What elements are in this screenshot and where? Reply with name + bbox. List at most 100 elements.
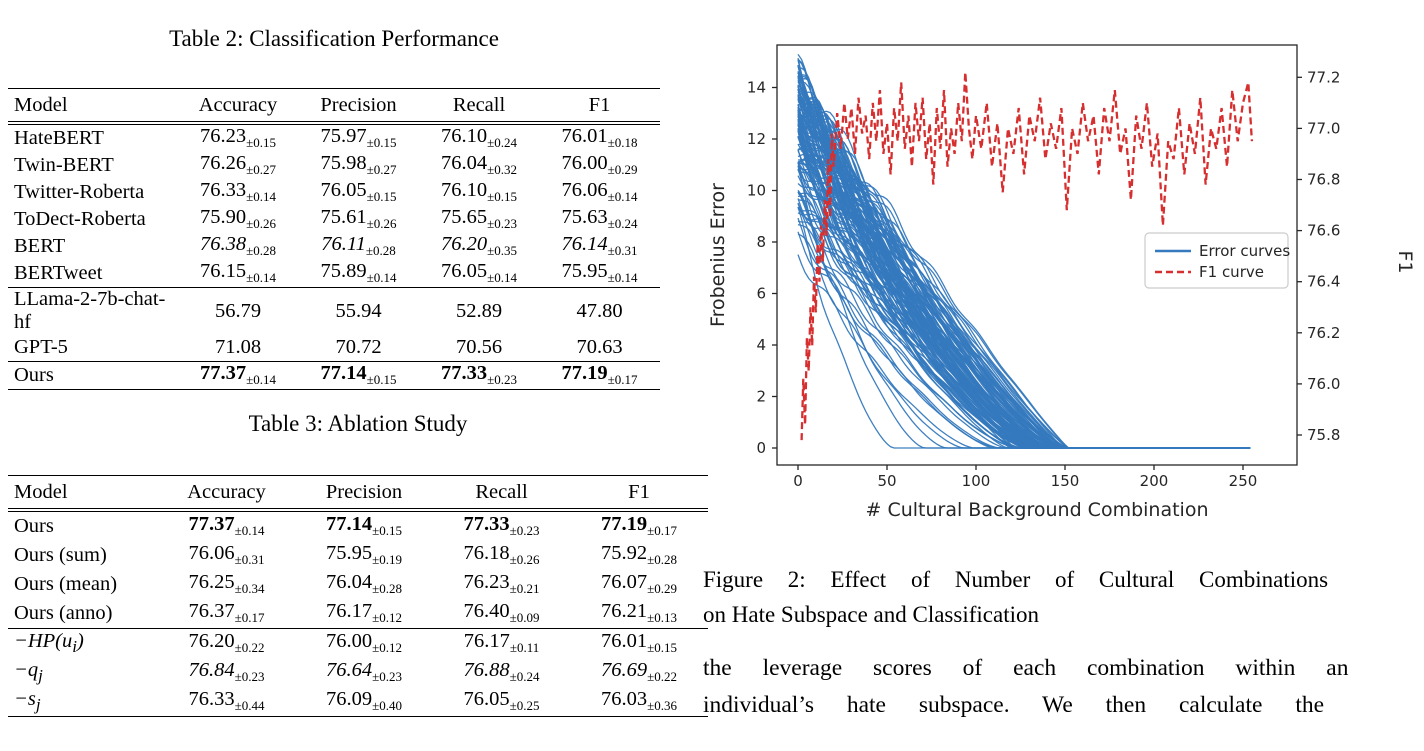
table3-body: Ours 77.37±0.14 77.14±0.15 77.33±0.23 77.19±… bbox=[8, 510, 708, 717]
col-header-recall: Recall bbox=[452, 94, 506, 116]
axis-ticks: 0 50 100 150 200 250 0 2 4 6 8 10 12 14 75.8 76.0 76.2 76… bbox=[747, 68, 1341, 490]
cell-value: 76.17±0.11 bbox=[463, 630, 540, 656]
cell-value: 76.84±0.23 bbox=[188, 659, 265, 685]
cell-value: 76.38±0.28 bbox=[199, 233, 276, 259]
cell-value: 76.09±0.40 bbox=[325, 688, 402, 714]
cell-value: 76.05±0.15 bbox=[320, 179, 397, 205]
cell-model: GPT-5 bbox=[14, 336, 68, 358]
cell-value: 76.03±0.36 bbox=[600, 688, 677, 714]
cell-value: 76.88±0.24 bbox=[463, 659, 540, 685]
col-header-f1: F1 bbox=[628, 481, 650, 503]
cell-model: HateBERT bbox=[14, 127, 104, 149]
cell-model: Ours (sum) bbox=[14, 544, 107, 566]
x-tick-label: 250 bbox=[1229, 472, 1258, 490]
left-y-tick-label: 12 bbox=[747, 130, 766, 148]
left-y-tick-label: 6 bbox=[756, 285, 766, 303]
cell-value: 70.63 bbox=[576, 336, 623, 358]
cell-value: 76.15±0.14 bbox=[199, 260, 276, 286]
body-text-line1: the leverage scores of each combination … bbox=[703, 655, 1349, 681]
left-y-tick-label: 8 bbox=[756, 233, 766, 251]
table-row: Ours (anno) 76.37±0.17 76.17±0.12 76.40±0.0… bbox=[8, 599, 708, 629]
cell-value: 75.98±0.27 bbox=[320, 152, 397, 178]
figure2-caption-line1: Figure 2: Effect of Number of Cultural C… bbox=[703, 567, 1329, 592]
figure2-caption: Figure 2: Effect of Number of Cultural C… bbox=[703, 562, 1421, 632]
cell-model: −qj bbox=[14, 658, 43, 686]
figure2-caption-line2: on Hate Subspace and Classification bbox=[703, 602, 1039, 627]
cell-value: 76.23±0.21 bbox=[463, 571, 540, 597]
cell-value: 77.19±0.17 bbox=[561, 362, 638, 388]
cell-value: 76.06±0.14 bbox=[561, 179, 638, 205]
x-tick-label: 50 bbox=[877, 472, 896, 490]
cell-value: 75.63±0.24 bbox=[561, 206, 638, 232]
cell-value: 77.37±0.14 bbox=[188, 513, 265, 539]
table-row: Ours 77.37±0.14 77.14±0.15 77.33±0.23 77.19±… bbox=[8, 510, 708, 541]
col-header-model: Model bbox=[14, 481, 68, 503]
left-y-tick-label: 2 bbox=[756, 388, 766, 406]
legend-box bbox=[1144, 232, 1289, 289]
classification-performance-table: Model Accuracy Precision Recall F1 HateBERT 7… bbox=[8, 88, 660, 390]
table-row: Twin-BERT 76.26±0.27 75.98±0.27 76.04±0.32 7… bbox=[8, 152, 660, 179]
cell-value: 76.69±0.22 bbox=[600, 659, 677, 685]
cell-value: 75.90±0.26 bbox=[199, 206, 276, 232]
x-tick-label: 100 bbox=[962, 472, 991, 490]
cell-value: 76.33±0.14 bbox=[199, 179, 276, 205]
legend: Error curves F1 curve bbox=[1144, 232, 1290, 289]
cell-value: 75.95±0.19 bbox=[325, 542, 402, 568]
table-row: Ours (sum) 76.06±0.31 75.95±0.19 76.18±0.26… bbox=[8, 541, 708, 570]
table-row: Ours 77.37±0.14 77.14±0.15 77.33±0.23 77.19±… bbox=[8, 361, 660, 390]
cell-value: 77.33±0.23 bbox=[463, 513, 540, 539]
cell-value: 76.17±0.12 bbox=[325, 600, 402, 626]
figure2-chart: 0 50 100 150 200 250 0 2 4 6 8 10 12 14 75.8 76.0 76.2 76… bbox=[707, 44, 1416, 521]
left-y-tick-label: 10 bbox=[747, 182, 766, 200]
cell-value: 75.97±0.15 bbox=[320, 125, 397, 151]
cell-value: 76.11±0.28 bbox=[321, 233, 396, 259]
legend-label-error-curves: Error curves bbox=[1199, 242, 1290, 260]
table-row: LLama-2-7b-chat-hf 56.79 55.94 52.89 47.80 bbox=[8, 287, 660, 335]
right-y-tick-label: 76.6 bbox=[1307, 222, 1340, 240]
table3-header-row: Model Accuracy Precision Recall F1 bbox=[8, 475, 708, 510]
cell-model: LLama-2-7b-chat-hf bbox=[14, 288, 166, 333]
col-header-precision: Precision bbox=[320, 94, 397, 116]
cell-value: 76.10±0.15 bbox=[440, 179, 517, 205]
cell-model: BERTweet bbox=[14, 262, 103, 284]
cell-value: 76.05±0.14 bbox=[440, 260, 517, 286]
legend-label-f1-curve: F1 curve bbox=[1199, 263, 1264, 281]
cell-model: Twitter-Roberta bbox=[14, 181, 145, 203]
col-header-recall: Recall bbox=[475, 481, 528, 503]
cell-value: 76.00±0.12 bbox=[325, 630, 402, 656]
table-row: −HP(ui) 76.20±0.22 76.00±0.12 76.17±0.11 76.… bbox=[8, 628, 708, 659]
body-paragraph: the leverage scores of each combination … bbox=[703, 650, 1423, 724]
table-row: HateBERT 76.23±0.15 75.97±0.15 76.10±0.24 76… bbox=[8, 123, 660, 152]
cell-model: Twin-BERT bbox=[14, 154, 114, 176]
cell-value: 76.25±0.34 bbox=[188, 571, 265, 597]
table2-header-row: Model Accuracy Precision Recall F1 bbox=[8, 88, 660, 123]
cell-value: 76.21±0.13 bbox=[600, 600, 677, 626]
left-y-tick-label: 14 bbox=[747, 79, 766, 97]
f1-curve-series bbox=[800, 72, 1254, 441]
cell-value: 76.64±0.23 bbox=[325, 659, 402, 685]
cell-value: 76.04±0.28 bbox=[325, 571, 402, 597]
cell-value: 76.33±0.44 bbox=[188, 688, 265, 714]
plot-frame bbox=[776, 44, 1298, 466]
left-y-tick-label: 4 bbox=[756, 336, 766, 354]
right-y-tick-label: 77.2 bbox=[1307, 68, 1340, 86]
cell-value: 76.04±0.32 bbox=[440, 152, 517, 178]
cell-value: 77.14±0.15 bbox=[320, 362, 397, 388]
cell-value: 75.95±0.14 bbox=[561, 260, 638, 286]
table-row: Twitter-Roberta 76.33±0.14 76.05±0.15 76.10… bbox=[8, 179, 660, 206]
cell-model: −HP(ui) bbox=[14, 629, 84, 657]
table-row: −sj 76.33±0.44 76.09±0.40 76.05±0.25 76.03±0… bbox=[8, 687, 708, 717]
col-header-f1: F1 bbox=[588, 94, 611, 116]
cell-value: 70.56 bbox=[455, 336, 503, 358]
col-header-accuracy: Accuracy bbox=[187, 481, 266, 503]
left-y-axis-label: Frobenius Error bbox=[707, 183, 729, 327]
x-tick-label: 0 bbox=[793, 472, 803, 490]
x-tick-label: 150 bbox=[1051, 472, 1080, 490]
cell-model: Ours bbox=[14, 364, 54, 386]
cell-value: 77.19±0.17 bbox=[600, 513, 677, 539]
cell-value: 76.37±0.17 bbox=[188, 600, 265, 626]
error-curve bbox=[797, 168, 1251, 449]
cell-value: 47.80 bbox=[576, 299, 623, 322]
left-y-tick-label: 0 bbox=[756, 439, 766, 457]
cell-value: 76.14±0.31 bbox=[561, 233, 638, 259]
